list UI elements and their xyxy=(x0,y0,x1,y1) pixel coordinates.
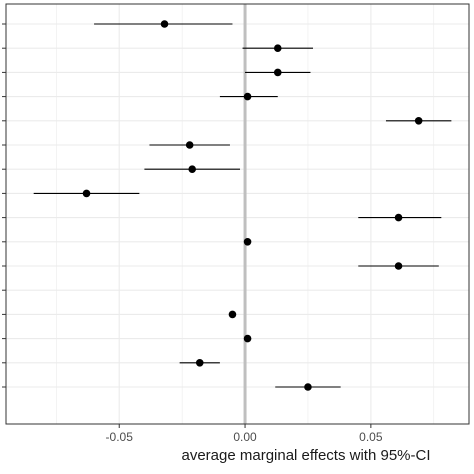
point-estimate xyxy=(394,262,403,270)
point-estimate xyxy=(243,92,252,101)
point-estimate xyxy=(304,383,312,391)
x-tick-label: 0.00 xyxy=(233,430,257,444)
point-estimate xyxy=(414,117,423,125)
point-estimate xyxy=(160,20,169,28)
x-tick-label: -0.05 xyxy=(106,430,134,444)
panel-border xyxy=(5,3,470,425)
point-estimate xyxy=(185,141,194,149)
point-estimate xyxy=(195,359,204,367)
point-estimate xyxy=(243,238,252,246)
point-estimate xyxy=(273,68,282,77)
point-estimate xyxy=(243,334,252,343)
point-estimate xyxy=(188,165,197,173)
point-estimate xyxy=(82,189,91,198)
x-axis-ticks: -0.05 0.00 0.05 xyxy=(106,424,383,444)
x-tick-label: 0.05 xyxy=(359,430,383,444)
estimate-marks xyxy=(33,20,452,391)
y-axis-ticks xyxy=(2,23,6,388)
point-estimate xyxy=(394,213,403,222)
x-axis-title: average marginal effects with 95%-CI xyxy=(181,447,430,464)
point-estimate xyxy=(228,310,237,319)
point-estimate xyxy=(273,44,282,52)
